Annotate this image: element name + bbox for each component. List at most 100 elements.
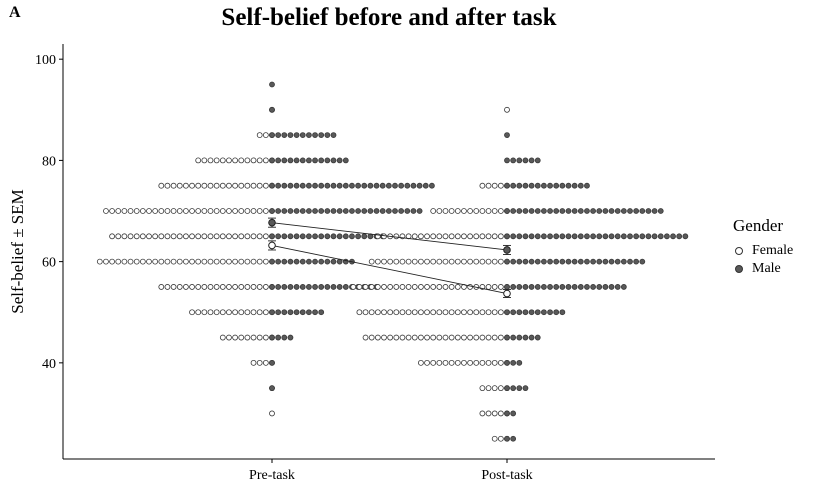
female-dot: [139, 258, 146, 265]
female-dot: [164, 208, 171, 214]
male-dot: [534, 233, 541, 240]
male-dot: [287, 208, 294, 214]
female-dot: [207, 208, 214, 214]
male-dot: [312, 309, 318, 316]
female-dot: [497, 208, 504, 214]
female-dot: [176, 208, 183, 214]
female-dot: [387, 258, 394, 265]
female-dot: [479, 359, 486, 366]
male-dot: [522, 309, 529, 316]
male-dot: [275, 233, 282, 240]
female-dot: [238, 309, 245, 316]
mean-point-female: [268, 241, 276, 250]
female-dot: [201, 233, 208, 240]
female-dot: [479, 258, 486, 265]
male-dot: [269, 132, 275, 139]
female-dot: [381, 334, 387, 341]
male-dot: [275, 284, 282, 290]
female-dot: [238, 258, 245, 265]
female-dot: [226, 233, 232, 240]
mean-point-male: [268, 218, 276, 227]
male-dot: [541, 258, 547, 265]
female-dot: [244, 233, 251, 240]
male-dot: [336, 208, 343, 214]
male-dot: [269, 258, 275, 265]
male-dot: [565, 258, 572, 265]
male-dot: [355, 208, 362, 214]
mean-line-male: [271, 222, 508, 251]
female-dot: [250, 157, 257, 164]
female-dot: [454, 309, 461, 316]
male-dot: [510, 284, 517, 290]
female-dot: [164, 258, 171, 265]
female-dot: [405, 334, 412, 341]
male-dot: [336, 284, 343, 290]
male-dot: [522, 284, 529, 290]
male-dot: [614, 284, 621, 290]
male-dot: [275, 258, 282, 265]
female-dot: [133, 233, 140, 240]
male-dot: [553, 258, 560, 265]
male-dot: [293, 157, 300, 164]
female-dot: [399, 334, 406, 341]
male-dot: [287, 334, 294, 341]
male-dot: [293, 284, 300, 290]
male-dot: [522, 182, 529, 189]
female-dot: [262, 334, 269, 341]
female-dot: [430, 284, 437, 290]
male-dot: [590, 208, 596, 214]
female-dot: [461, 309, 467, 316]
female-dot: [485, 182, 492, 189]
female-dot: [207, 157, 214, 164]
female-dot: [109, 208, 115, 214]
male-dot: [422, 182, 429, 189]
male-dot: [664, 233, 670, 240]
male-dot: [305, 258, 312, 265]
male-dot: [324, 233, 331, 240]
male-dot: [577, 258, 584, 265]
male-dot: [504, 157, 510, 164]
male-dot: [645, 208, 652, 214]
male-dot: [385, 208, 392, 214]
male-dot: [534, 157, 541, 164]
male-dot: [559, 258, 566, 265]
male-dot: [269, 309, 275, 316]
female-dot: [164, 182, 171, 189]
male-dot: [553, 233, 560, 240]
female-dot: [467, 309, 474, 316]
female-dot: [232, 334, 239, 341]
male-dot: [522, 208, 529, 214]
female-dot: [479, 410, 486, 417]
male-dot: [324, 258, 331, 265]
female-dot: [467, 334, 474, 341]
female-dot: [491, 233, 498, 240]
female-dot: [244, 334, 251, 341]
female-dot: [152, 208, 159, 214]
male-dot: [281, 284, 288, 290]
female-dot: [393, 233, 400, 240]
female-dot: [201, 182, 208, 189]
male-dot: [305, 157, 312, 164]
summary-layer: [268, 217, 511, 299]
female-dot: [467, 258, 474, 265]
male-dot: [590, 258, 596, 265]
female-dot: [491, 385, 498, 392]
male-dot: [293, 208, 300, 214]
male-dot: [324, 182, 331, 189]
female-dot: [127, 258, 134, 265]
male-dot: [541, 284, 547, 290]
male-dot: [269, 284, 275, 290]
male-dot: [534, 208, 541, 214]
female-dot: [219, 233, 226, 240]
female-dot: [362, 309, 369, 316]
female-dot: [121, 258, 128, 265]
female-dot: [411, 258, 418, 265]
male-dot: [590, 284, 596, 290]
female-dot: [213, 157, 220, 164]
x-tick-label: Post-task: [481, 468, 532, 483]
female-dot: [491, 435, 498, 442]
male-dot: [293, 182, 300, 189]
legend-key-female: [735, 247, 743, 255]
female-dot: [189, 233, 195, 240]
female-dot: [362, 334, 369, 341]
